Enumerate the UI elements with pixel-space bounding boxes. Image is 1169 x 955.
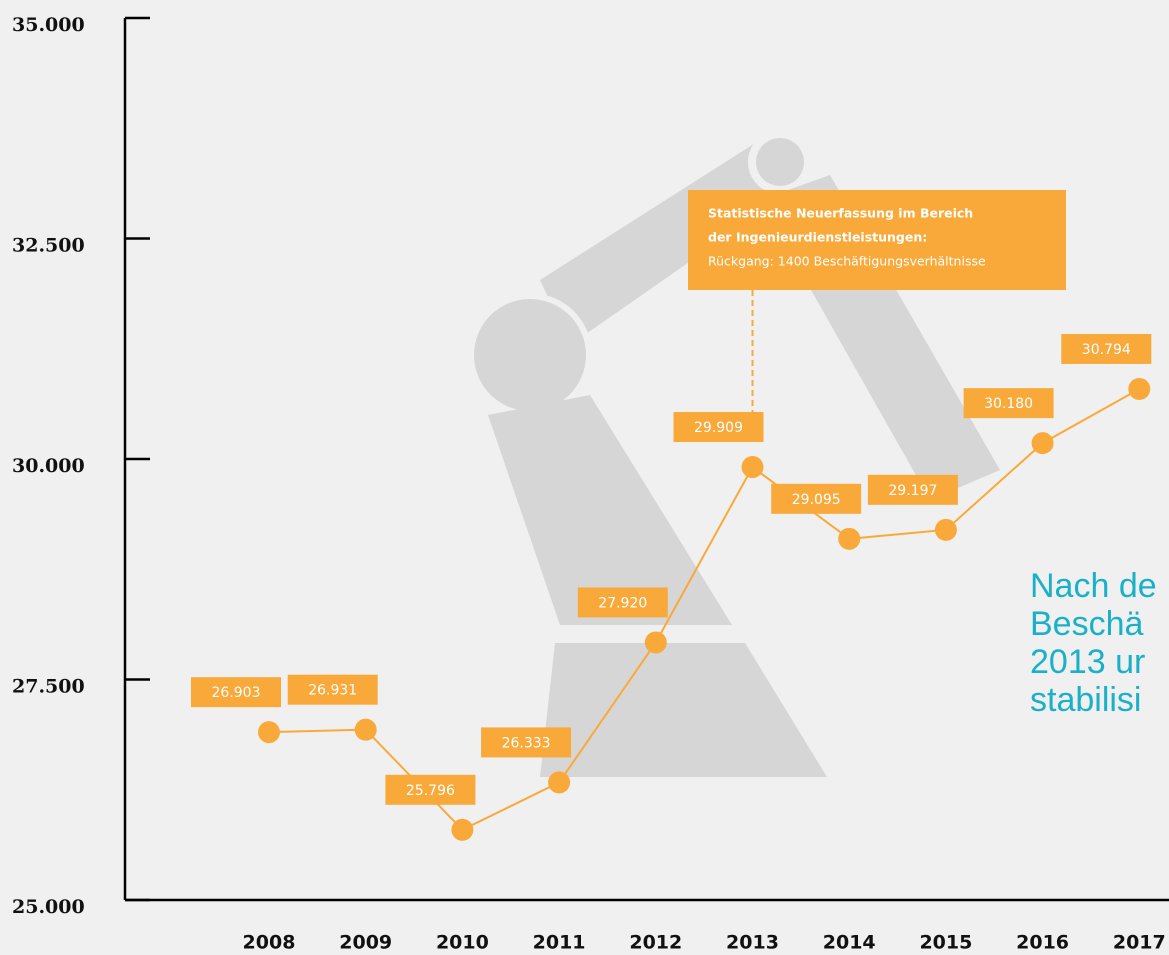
data-point [548,771,570,793]
side-text: Nach de [1030,567,1157,605]
x-tick-label: 2009 [339,932,392,954]
y-tick-label: 30.000 [12,455,85,477]
value-label: 29.197 [888,483,937,499]
data-point [742,456,764,478]
side-text: Beschä [1030,605,1143,643]
y-tick-label: 27.500 [12,676,85,698]
data-point [645,631,667,653]
value-label: 30.794 [1082,342,1131,358]
y-tick-label: 32.500 [12,235,85,257]
data-point [1128,378,1150,400]
value-label: 30.180 [984,396,1033,412]
x-tick-label: 2012 [629,932,682,954]
chart: 25.000 27.500 30.000 32.500 35.000 Statistisc… [0,0,1169,955]
y-tick-label: 35.000 [12,14,85,36]
x-tick-label: 2008 [243,932,296,954]
value-label: 26.931 [308,683,357,699]
x-tick-label: 2011 [533,932,586,954]
data-point [355,719,377,741]
data-point [1032,432,1054,454]
value-label: 26.903 [212,685,261,701]
value-label: 29.909 [694,420,743,436]
page: 25.000 27.500 30.000 32.500 35.000 Statistisc… [0,0,1169,955]
data-point [258,721,280,743]
value-label: 26.333 [502,735,551,751]
annotation-text: Statistische Neuerfassung im Bereich [708,206,973,221]
annotation-text: Rückgang: 1400 Beschäftigungsverhältniss… [708,254,986,269]
x-tick-label: 2010 [436,932,489,954]
x-tick-label: 2016 [1016,932,1069,954]
x-tick-label: 2014 [823,932,876,954]
value-label: 29.095 [792,492,841,508]
annotation-text: der Ingenieurdienstleistungen: [708,230,927,245]
value-label: 27.920 [598,595,647,611]
data-point [935,519,957,541]
side-text: stabilisi [1030,681,1141,719]
data-point [838,528,860,550]
x-tick-label: 2013 [726,932,779,954]
robot-joint-main [474,299,586,411]
side-text: 2013 ur [1030,643,1145,681]
data-point [451,819,473,841]
value-label: 25.796 [406,783,455,799]
y-tick-label: 25.000 [12,896,85,918]
x-tick-label: 2015 [919,932,972,954]
robot-joint-top [756,138,804,186]
x-tick-label: 2017 [1113,932,1166,954]
